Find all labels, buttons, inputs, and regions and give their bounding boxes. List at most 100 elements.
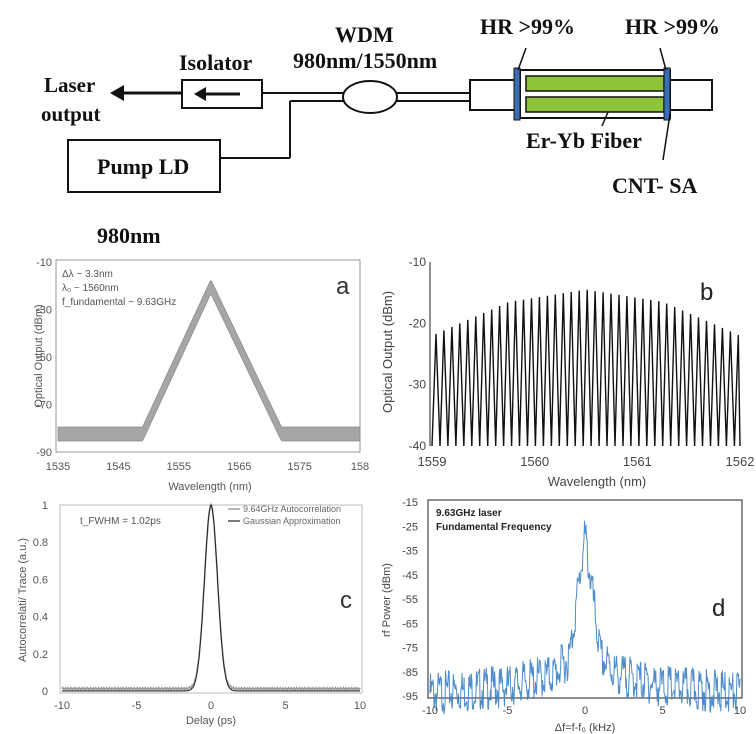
y-tick-label: -70	[36, 400, 52, 412]
y-tick-label: 0.2	[33, 649, 48, 661]
hr-left-pointer	[517, 47, 527, 71]
chart-b-xlabel: Wavelength (nm)	[548, 474, 647, 489]
chart-b: -10 -20 -30 -40 1559 1560 1561 1562 Wavelength…	[380, 255, 754, 489]
chart-d-x-ticks: -10 -5 0 5 10	[422, 705, 746, 717]
x-tick-label: 0	[582, 705, 588, 717]
x-tick-label: 1559	[418, 454, 447, 469]
y-tick-label: -40	[409, 439, 427, 453]
chart-a-annotation-1: Δλ ~ 3.3nm	[62, 269, 113, 280]
chart-b-comb-trace	[431, 289, 741, 447]
y-tick-label: -50	[36, 352, 52, 364]
chart-a-spectrum-band	[57, 280, 361, 442]
y-tick-label: -90	[36, 447, 52, 459]
x-tick-label: 1545	[106, 461, 130, 473]
x-tick-label: 5	[282, 700, 288, 712]
chart-c-x-ticks: -10 -5 0 5 10	[54, 700, 366, 712]
chart-d-ylabel: rf Power (dBm)	[381, 563, 393, 637]
chart-b-panel-label: b	[700, 279, 713, 306]
x-tick-label: -10	[54, 700, 70, 712]
chart-c-ylabel: Autocorrelati/ Trace (a.u.)	[17, 538, 29, 662]
chart-c-series-2	[62, 504, 360, 692]
x-tick-label: -5	[132, 700, 142, 712]
x-tick-label: -10	[422, 705, 438, 717]
chart-a-y-ticks: -10 -30 -50 -70 -90	[36, 257, 52, 459]
chart-a-ylabel: Optical Output (dBm)	[33, 304, 45, 407]
laser-output-label-2: output	[41, 102, 101, 126]
chart-c: 0 0.2 0.4 0.6 0.8 1 -10 -5 0 5 10 Delay (ps) Auto…	[17, 500, 366, 727]
chart-c-annotation: t_FWHM = 1.02ps	[80, 516, 161, 527]
y-tick-label: -15	[402, 497, 418, 509]
chart-a: -10-30-50-70-90 1535 1545 1555 1565 1575 158 …	[33, 257, 369, 493]
chart-a-panel-label: a	[336, 273, 350, 300]
hr-mirror-left	[513, 67, 521, 121]
pump-wavelength-label: 980nm	[97, 223, 161, 248]
y-tick-label: -35	[402, 546, 418, 558]
chart-a-xlabel: Wavelength (nm)	[168, 481, 251, 493]
y-tick-label: 0	[42, 686, 48, 698]
x-tick-label: 5	[659, 705, 665, 717]
hr-right-label: HR >99%	[625, 14, 720, 39]
ferrule-left	[469, 79, 517, 111]
chart-a-marks	[57, 280, 361, 442]
isolator-arrow-icon	[194, 87, 206, 101]
wdm-label: WDM	[335, 22, 394, 47]
er-yb-fiber-label: Er-Yb Fiber	[526, 128, 642, 153]
y-tick-label: -20	[409, 316, 427, 330]
chart-a-annotation-2: λ₀ ~ 1560nm	[62, 283, 119, 294]
chart-c-legend-1: 9.64GHz Autocorrelation	[243, 504, 341, 514]
x-tick-label: 1535	[46, 461, 70, 473]
x-tick-label: 0	[208, 700, 214, 712]
x-tick-label: 1560	[520, 454, 549, 469]
chart-c-marks	[61, 502, 361, 692]
chart-d-annotation-2: Fundamental Frequency	[436, 522, 552, 533]
chart-b-x-ticks: 1559 1560 1561 1562	[418, 454, 755, 469]
y-tick-label: -25	[402, 521, 418, 533]
y-tick-label: 0.8	[33, 537, 48, 549]
y-tick-label: 1	[42, 500, 48, 512]
cnt-sa-label: CNT- SA	[612, 173, 697, 198]
y-tick-label: -30	[36, 305, 52, 317]
hr-right-pointer	[659, 47, 667, 71]
y-tick-label: 0.4	[33, 612, 48, 624]
wdm-wavelength-label: 980nm/1550nm	[293, 48, 437, 73]
chart-d-annotation-1: 9.63GHz laser	[436, 508, 502, 519]
chart-c-frame	[59, 504, 363, 694]
wdm-coupler	[342, 80, 398, 114]
pump-ld-label: Pump LD	[97, 154, 189, 179]
y-tick-label: -55	[402, 594, 418, 606]
y-tick-label: -45	[402, 570, 418, 582]
y-tick-label: 0.6	[33, 574, 48, 586]
x-tick-label: 10	[354, 700, 366, 712]
chart-c-xlabel: Delay (ps)	[186, 715, 236, 727]
chart-a-annotation-3: f_fundamental ~ 9.63GHz	[62, 297, 176, 308]
chart-d: -15 -25 -35 -45 -55 -65 -75 -85 -95 -10 -5 0 5 10 Δf…	[381, 497, 746, 734]
isolator-label: Isolator	[179, 50, 253, 75]
chart-c-panel-label: c	[340, 587, 352, 614]
x-tick-label: 1562	[726, 454, 755, 469]
x-tick-label: 1555	[167, 461, 191, 473]
chart-c-legend-2: Gaussian Approximation	[243, 516, 341, 526]
chart-c-y-ticks: 0 0.2 0.4 0.6 0.8 1	[33, 500, 48, 698]
pump-ld-box	[67, 139, 221, 193]
laser-output-label-1: Laser	[44, 73, 95, 97]
laser-output-arrow-icon	[110, 85, 124, 101]
chart-b-ylabel: Optical Output (dBm)	[380, 291, 395, 413]
schematic	[67, 47, 713, 193]
ferrule-right	[669, 79, 713, 111]
chart-b-marks	[431, 289, 741, 447]
x-tick-label: 1561	[623, 454, 652, 469]
y-tick-label: -85	[402, 667, 418, 679]
x-tick-label: 10	[734, 705, 746, 717]
chart-d-panel-label: d	[712, 595, 725, 622]
er-yb-fiber-upper	[525, 75, 665, 92]
chart-a-frame	[55, 259, 361, 453]
fiber-pointer	[601, 111, 609, 127]
y-tick-label: -30	[409, 378, 427, 392]
hr-mirror-right	[663, 67, 671, 121]
y-tick-label: -95	[402, 691, 418, 703]
y-tick-label: -65	[402, 618, 418, 630]
hr-left-label: HR >99%	[480, 14, 575, 39]
chart-b-y-ticks: -10 -20 -30 -40	[409, 255, 427, 453]
chart-a-x-ticks: 1535 1545 1555 1565 1575 158	[46, 461, 369, 473]
chart-d-y-ticks: -15 -25 -35 -45 -55 -65 -75 -85 -95	[402, 497, 418, 703]
